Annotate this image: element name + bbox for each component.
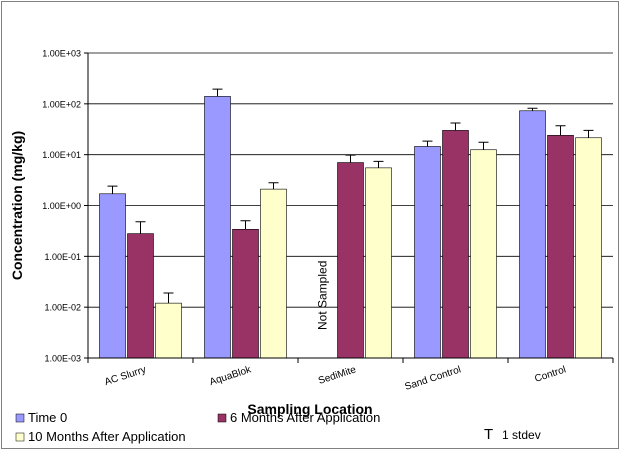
y-tick-label: 1.00E+00 [42, 201, 81, 211]
bar [260, 188, 287, 359]
y-tick-label: 1.00E-01 [44, 252, 81, 262]
error-bar [422, 140, 433, 147]
x-tick-label: AquaBlok [208, 364, 253, 388]
y-axis-ticks [84, 52, 88, 359]
bar [337, 162, 364, 359]
bar [470, 149, 497, 359]
bar [99, 193, 126, 359]
x-axis-ticks [87, 358, 614, 363]
legend: Time 0 6 Months After Application 10 Mon… [15, 410, 541, 444]
y-tick-labels: 1.00E-03 1.00E-02 1.00E-01 1.00E+00 1.00E+01… [42, 49, 81, 364]
bar [155, 302, 182, 359]
bar [232, 229, 259, 359]
error-bar [163, 292, 174, 304]
error-bar [527, 107, 538, 111]
y-tick-label: 1.00E-03 [44, 354, 81, 364]
y-tick-label: 1.00E+01 [42, 150, 81, 160]
x-axis-title: Sampling Location [247, 401, 372, 417]
x-tick-labels: AC Slurry AquaBlok SediMite Sand Control Con… [103, 364, 567, 393]
error-bar-legend-label: 1 stdev [502, 428, 541, 442]
error-bar [268, 182, 279, 190]
legend-label-6-months: 6 Months After Application [230, 410, 380, 425]
bar [204, 96, 231, 359]
legend-swatch-10-months [15, 432, 25, 442]
legend-label-10-months: 10 Months After Application [28, 429, 186, 444]
y-tick-label: 1.00E-02 [44, 303, 81, 313]
x-tick-label: Control [533, 364, 567, 384]
x-tick-label: SediMite [317, 364, 358, 387]
legend-swatch-time-0 [15, 413, 25, 423]
bar [127, 233, 154, 359]
bar [365, 167, 392, 359]
error-bar [345, 154, 356, 163]
legend-swatch-6-months [217, 413, 227, 423]
bar [414, 146, 441, 359]
error-bar [555, 125, 566, 136]
error-bar-legend-symbol: T [484, 426, 493, 443]
bar [442, 130, 469, 359]
error-bar [373, 160, 384, 168]
error-bar [212, 88, 223, 97]
y-tick-label: 1.00E+02 [42, 99, 81, 109]
error-bar [583, 129, 594, 138]
error-bar [450, 122, 461, 131]
bars [99, 96, 602, 359]
not-sampled-annotation: Not Sampled [316, 261, 330, 330]
legend-label-time-0: Time 0 [28, 410, 67, 425]
y-axis-title: Concentration (mg/kg) [9, 131, 25, 280]
error-bar [478, 141, 489, 150]
x-tick-label: AC Slurry [103, 364, 147, 388]
y-tick-label: 1.00E+03 [42, 49, 81, 59]
error-bars [107, 88, 594, 304]
error-bar [240, 220, 251, 230]
bar [575, 137, 602, 359]
bar [547, 135, 574, 359]
error-bar [135, 221, 146, 234]
error-bar [107, 185, 118, 194]
bar [519, 110, 546, 359]
x-tick-label: Sand Control [404, 364, 463, 393]
